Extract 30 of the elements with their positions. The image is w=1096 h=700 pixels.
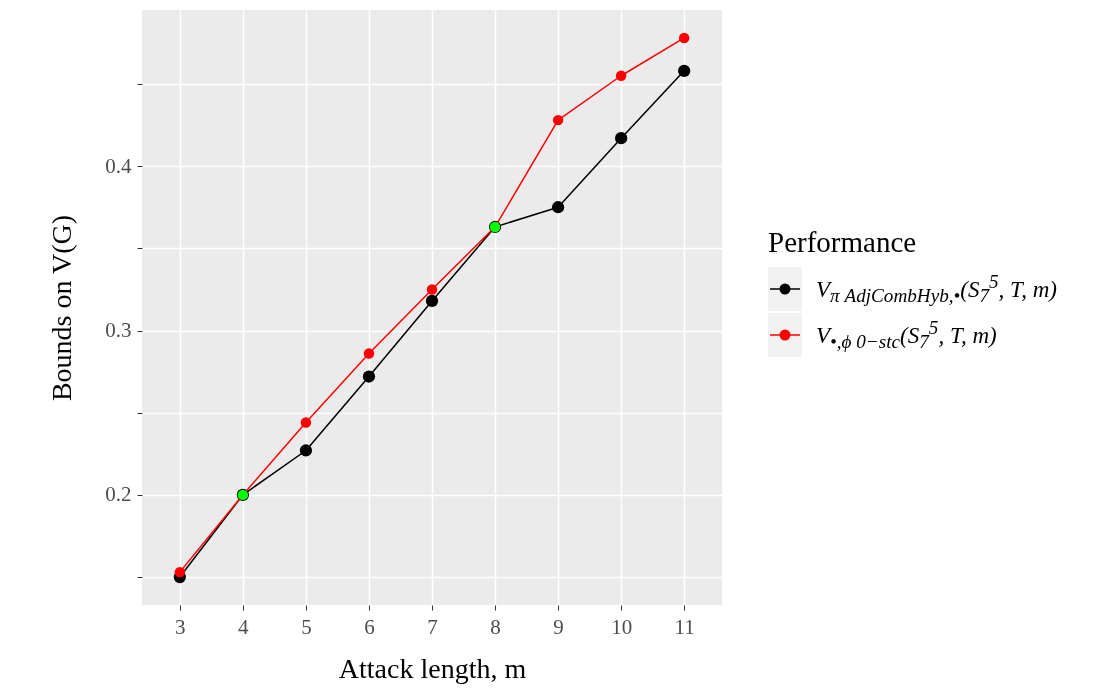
- point: [299, 444, 313, 457]
- point: [300, 417, 312, 428]
- legend-label: V$_{•,ϕ 0−stc}$(S$_{7}$$^{5}$, T, m): [816, 316, 997, 354]
- point: [678, 64, 691, 77]
- x-tick-label: 3: [175, 614, 186, 639]
- point: [552, 114, 564, 126]
- y-tick-label: 0.3: [105, 318, 132, 343]
- x-axis-title: Attack length, m: [338, 652, 527, 684]
- point: [363, 348, 375, 359]
- x-tick-label: 11: [674, 614, 695, 639]
- legend-title: Performance: [768, 226, 918, 259]
- x-tick-label: 5: [301, 614, 312, 639]
- x-tick-label: 6: [364, 614, 375, 639]
- y-axis-title: Bounds on V(G): [46, 214, 78, 402]
- point: [362, 370, 376, 383]
- point: [426, 284, 438, 295]
- x-tick-label: 4: [238, 614, 250, 639]
- point: [615, 132, 628, 145]
- point: [551, 201, 565, 214]
- point: [615, 70, 627, 81]
- x-tick-label: 10: [611, 614, 633, 639]
- x-tick-label: 7: [427, 614, 438, 639]
- y-tick-label: 0.2: [105, 482, 132, 507]
- y-tick-label: 0.4: [105, 153, 132, 178]
- x-tick-label: 9: [553, 614, 564, 639]
- point: [425, 294, 439, 308]
- legend-label: V$_{π AdjCombHyb,•}$(S$_{7}$$^{5}$, T, m): [816, 270, 1057, 308]
- point: [678, 32, 690, 44]
- x-tick-label: 8: [490, 614, 501, 639]
- point: [174, 566, 186, 578]
